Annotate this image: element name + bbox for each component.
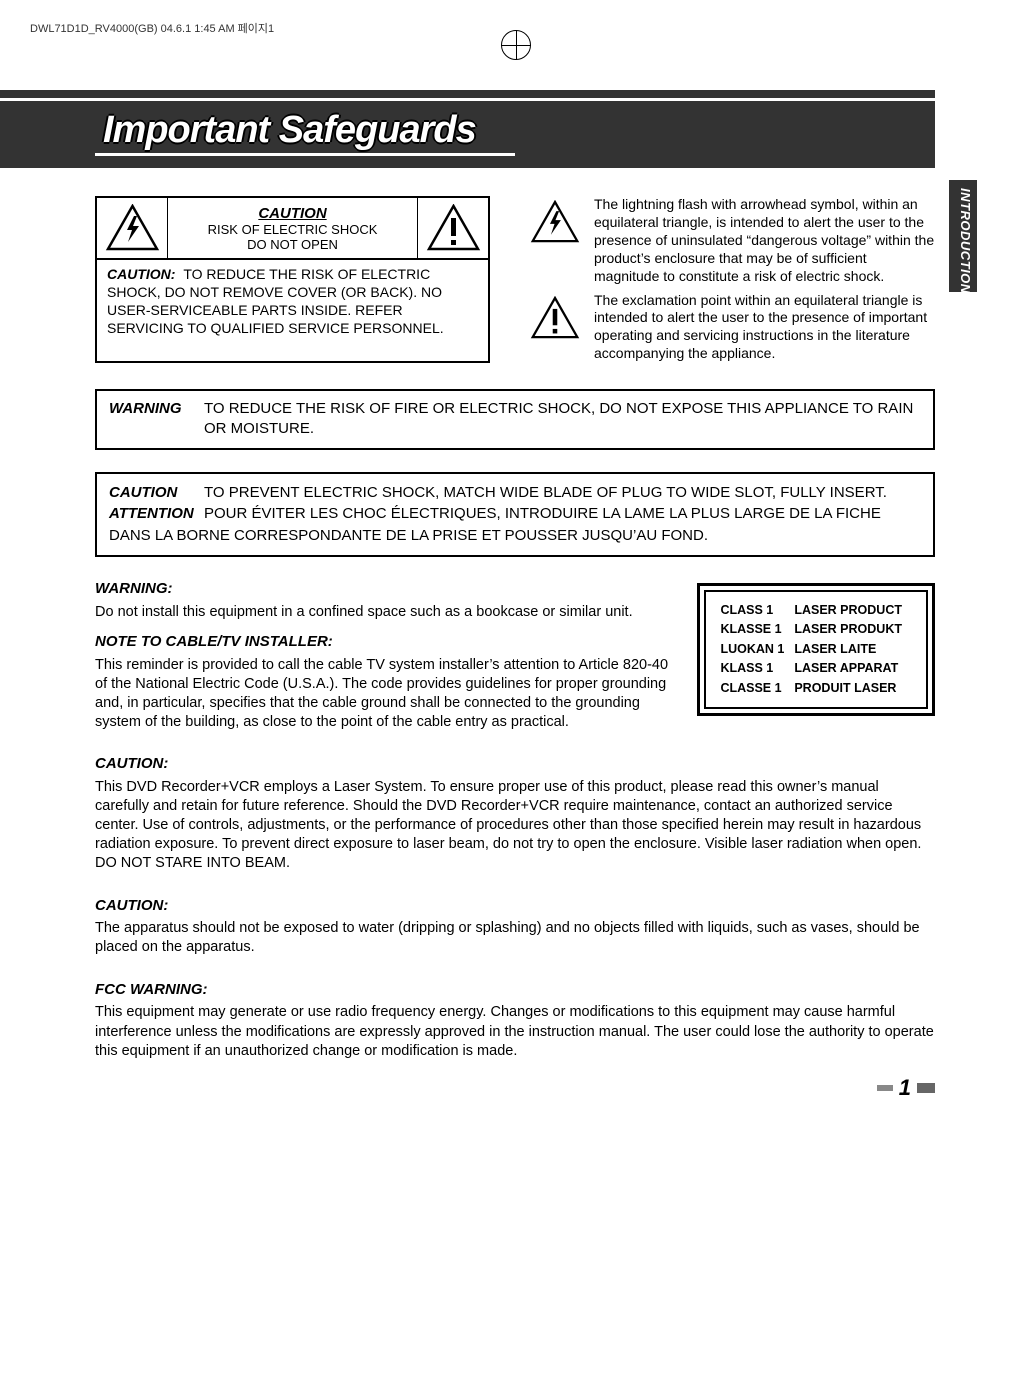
attention-text: POUR ÉVITER LES CHOC ÉLECTRIQUES, INTROD… — [109, 505, 881, 544]
caution2-label: CAUTION — [109, 482, 204, 504]
caution-line3: DO NOT OPEN — [170, 237, 415, 252]
caution-box: CAUTION RISK OF ELECTRIC SHOCK DO NOT OP… — [95, 196, 490, 363]
section-tab: INTRODUCTION — [949, 180, 977, 292]
warning-text: TO REDUCE THE RISK OF FIRE OR ELECTRIC S… — [204, 399, 921, 440]
exclaim-triangle-icon — [530, 296, 580, 340]
page-number: 1 — [877, 1075, 935, 1101]
caution-body-label: CAUTION: — [107, 266, 175, 282]
lightning-triangle-icon — [105, 204, 160, 252]
caution-attention-box: CAUTIONTO PREVENT ELECTRIC SHOCK, MATCH … — [95, 472, 935, 557]
page-title: Important Safeguards — [103, 109, 476, 152]
attention-label: ATTENTION — [109, 503, 204, 525]
page-content: INTRODUCTION Important Safeguards CAUTIO… — [95, 90, 935, 1061]
title-bar: Important Safeguards — [95, 90, 935, 168]
exclaim-description: The exclamation point within an equilate… — [594, 292, 935, 364]
laser-table: CLASS 1LASER PRODUCT KLASSE 1LASER PRODU… — [718, 600, 912, 700]
alignment-mark-icon — [501, 30, 531, 60]
caution2-heading: CAUTION: — [95, 896, 935, 916]
warning-label: WARNING — [109, 399, 204, 440]
lightning-triangle-icon — [530, 200, 580, 244]
caution2-text: TO PREVENT ELECTRIC SHOCK, MATCH WIDE BL… — [204, 484, 887, 501]
caution-line2: RISK OF ELECTRIC SHOCK — [170, 222, 415, 237]
caution1-heading: CAUTION: — [95, 754, 935, 774]
caution1-text: This DVD Recorder+VCR employs a Laser Sy… — [95, 778, 935, 874]
caution2-text: The apparatus should not be exposed to w… — [95, 919, 935, 957]
section-tab-label: INTRODUCTION — [958, 188, 973, 294]
caution-title: CAUTION — [170, 205, 415, 222]
exclaim-triangle-icon — [426, 204, 481, 252]
fcc-heading: FCC WARNING: — [95, 980, 935, 1000]
print-header: DWL71D1D_RV4000(GB) 04.6.1 1:45 AM 페이지1 — [30, 20, 274, 36]
warning-box: WARNING TO REDUCE THE RISK OF FIRE OR EL… — [95, 389, 935, 450]
fcc-text: This equipment may generate or use radio… — [95, 1003, 935, 1060]
laser-classification-box: CLASS 1LASER PRODUCT KLASSE 1LASER PRODU… — [697, 583, 935, 717]
lightning-description: The lightning flash with arrowhead symbo… — [594, 196, 935, 286]
